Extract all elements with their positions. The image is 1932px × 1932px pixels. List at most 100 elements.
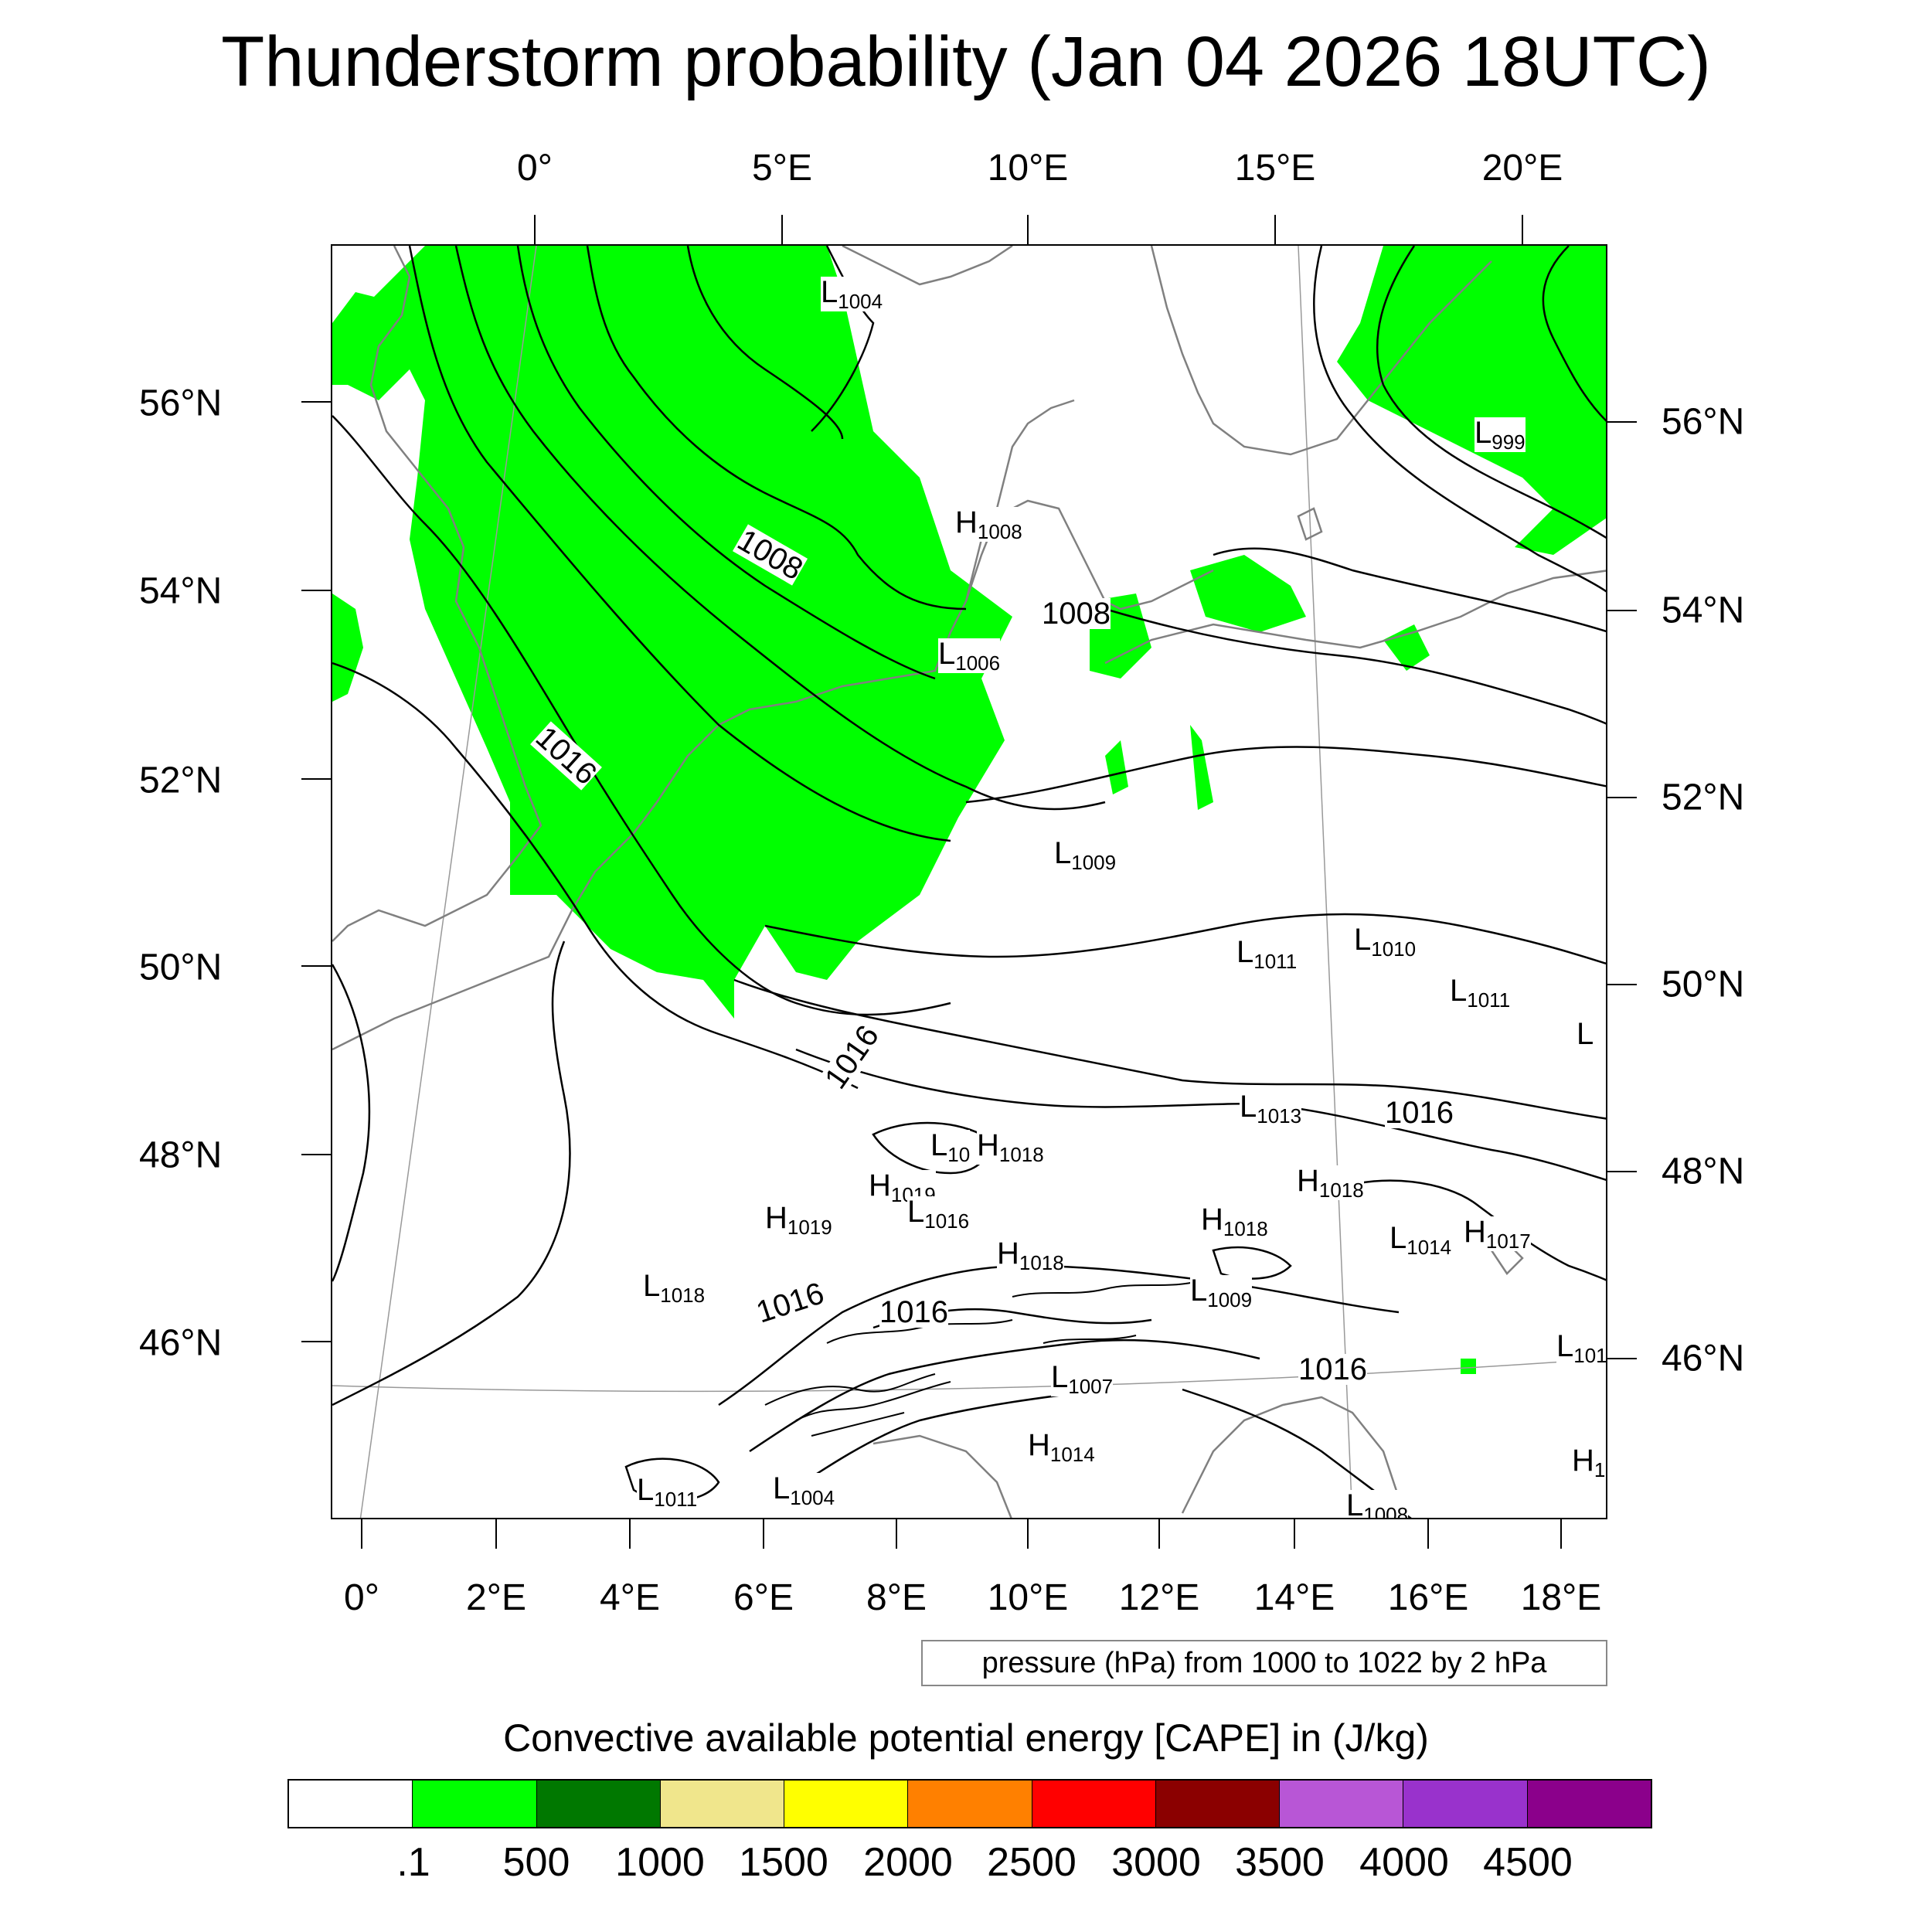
isobar-l1004 xyxy=(811,246,875,432)
isobar-label-1008-b: 1008 xyxy=(1042,597,1111,631)
pressure-letter: L xyxy=(930,1128,948,1162)
coast-italy-west xyxy=(872,1434,1012,1518)
pressure-value: 1011 xyxy=(654,1488,698,1511)
bottom-lon-label-4e: 4°E xyxy=(600,1577,660,1618)
pressure-letter: L xyxy=(637,1473,655,1507)
left-lat-label-52n: 52°N xyxy=(139,760,223,801)
coast-baltic-south xyxy=(1104,570,1606,665)
pressure-center-l1016: L1016 xyxy=(907,1195,970,1231)
right-lat-label-46n: 46°N xyxy=(1662,1338,1745,1379)
pressure-contour-note: pressure (hPa) from 1000 to 1022 by 2 hP… xyxy=(921,1640,1607,1686)
pressure-value: 1007 xyxy=(1068,1375,1114,1398)
right-lat-label-52n: 52°N xyxy=(1662,777,1745,818)
pressure-value: 1014 xyxy=(1049,1443,1095,1466)
pressure-center-l10: L10 xyxy=(930,1128,971,1166)
isobar-central-3 xyxy=(764,913,1606,965)
pressure-value: 999 xyxy=(1492,430,1526,454)
pressure-letter: L xyxy=(1190,1274,1208,1308)
pressure-center-l101: L101 xyxy=(1556,1331,1606,1366)
coast-norway xyxy=(842,246,1013,286)
isobar-l1009-loop xyxy=(1212,1246,1292,1280)
legend-label-4500: 4500 xyxy=(1483,1840,1573,1885)
pressure-center-l1007: L1007 xyxy=(1051,1360,1114,1398)
coast-uk xyxy=(332,246,543,942)
pressure-value: 1 xyxy=(1594,1458,1606,1481)
isobar-1020-west xyxy=(332,964,371,1282)
cape-area-west-edge xyxy=(332,594,363,702)
pressure-center-h1014: H1014 xyxy=(1028,1430,1095,1464)
pressure-value: 1009 xyxy=(1207,1288,1253,1311)
pressure-letter: H xyxy=(1464,1215,1486,1249)
top-lon-label-10e: 10°E xyxy=(987,148,1069,189)
left-lat-label-48n: 48°N xyxy=(139,1134,223,1176)
isobar-label-1016-e: 1016 xyxy=(879,1295,948,1329)
pressure-letter: H xyxy=(955,505,978,539)
isobars xyxy=(332,246,1606,1518)
pressure-letter: H xyxy=(1297,1164,1319,1198)
bottom-lon-label-10e: 10°E xyxy=(987,1577,1069,1618)
isobar-south-france xyxy=(332,940,571,1406)
map-canvas xyxy=(332,246,1606,1518)
coast-france xyxy=(332,855,611,1051)
colorbar-swatch-6 xyxy=(1032,1781,1156,1827)
cape-colorbar xyxy=(287,1779,1652,1828)
isobar-l999-3 xyxy=(1542,246,1606,422)
pressure-center-l1014: L1014 xyxy=(1389,1221,1452,1259)
colorbar-swatch-5 xyxy=(908,1781,1032,1827)
pressure-center-l1004-south: L1004 xyxy=(773,1473,835,1508)
pressure-center-l1018: L1018 xyxy=(643,1270,706,1307)
isobar-central-2 xyxy=(795,1048,1606,1182)
isobar-1016-west xyxy=(332,415,951,1016)
bottom-lon-label-8e: 8°E xyxy=(866,1577,927,1618)
pressure-center-l1008-south: L1008 xyxy=(1346,1488,1409,1519)
pressure-value: 1018 xyxy=(1019,1251,1064,1274)
isobar-l999-1 xyxy=(1376,246,1606,539)
pressure-center-l1011-c: L1011 xyxy=(637,1473,698,1511)
isobar-north-2 xyxy=(454,246,1106,811)
pressure-letter: L xyxy=(1346,1488,1364,1519)
isobar-label-1016-c: 1016 xyxy=(1385,1096,1454,1130)
pressure-center-h1008: H1008 xyxy=(955,507,1022,542)
colorbar-swatch-9 xyxy=(1403,1781,1528,1827)
pressure-value: 10 xyxy=(947,1143,971,1166)
right-lat-label-54n: 54°N xyxy=(1662,590,1745,631)
cape-area-germany-3 xyxy=(1190,725,1213,810)
right-lat-label-48n: 48°N xyxy=(1662,1151,1745,1192)
pressure-letter: H xyxy=(1572,1444,1594,1478)
isobar-alps-3 xyxy=(780,1388,1106,1499)
pressure-letter: L xyxy=(821,275,838,309)
pressure-value: 1008 xyxy=(977,520,1022,543)
map-panel[interactable]: L1004 L999 H1008 L1006 L1009 L1011 L1010… xyxy=(331,244,1607,1519)
pressure-value: 1019 xyxy=(787,1216,832,1239)
pressure-value: 1018 xyxy=(998,1143,1044,1166)
pressure-value: 1014 xyxy=(1406,1236,1452,1259)
pressure-letter: L xyxy=(1054,836,1072,870)
bottom-lon-label-18e: 18°E xyxy=(1520,1577,1602,1618)
pressure-letter: L xyxy=(1051,1360,1069,1394)
top-lon-label-0: 0° xyxy=(517,148,553,189)
colorbar-swatch-1 xyxy=(413,1781,537,1827)
top-lon-label-5e: 5°E xyxy=(752,148,812,189)
pressure-letter: L xyxy=(1475,416,1492,450)
pressure-value: 1018 xyxy=(660,1284,706,1307)
pressure-value: 1004 xyxy=(790,1486,835,1509)
isobar-1018-west xyxy=(332,662,859,1090)
coast-sweden xyxy=(1150,246,1492,456)
isobar-label-1016-f: 1016 xyxy=(1298,1352,1367,1386)
cape-area-north-sea xyxy=(363,246,1012,1019)
legend-label-500: 500 xyxy=(502,1840,570,1885)
pressure-letter: L xyxy=(1389,1221,1407,1255)
right-lat-label-50n: 50°N xyxy=(1662,964,1745,1005)
isobar-north-4 xyxy=(586,246,967,611)
cape-shading xyxy=(332,246,1606,1374)
pressure-letter: L xyxy=(907,1195,925,1229)
graticule xyxy=(332,246,1606,1518)
legend-label-2500: 2500 xyxy=(987,1840,1077,1885)
legend-label-1000: 1000 xyxy=(615,1840,705,1885)
pressure-letter: H xyxy=(977,1128,999,1162)
cape-area-germany-2 xyxy=(1105,740,1128,794)
left-lat-label-50n: 50°N xyxy=(139,947,223,988)
legend-title: Convective available potential energy [C… xyxy=(503,1716,1429,1760)
colorbar-swatch-2 xyxy=(536,1781,661,1827)
coast-lake-1 xyxy=(1297,507,1323,541)
